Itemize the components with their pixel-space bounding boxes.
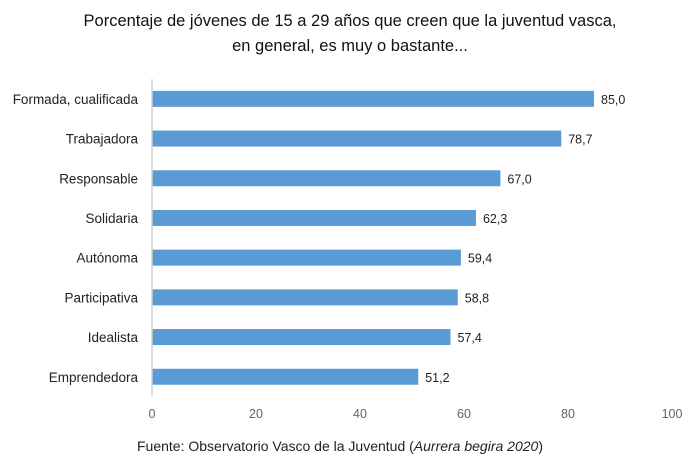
category-label: Formada, cualificada xyxy=(13,92,139,107)
chart-title: Porcentaje de jóvenes de 15 a 29 años qu… xyxy=(0,9,700,59)
x-tick-label: 80 xyxy=(561,407,575,421)
source-end: ) xyxy=(538,438,543,454)
bar xyxy=(152,249,461,266)
bar xyxy=(152,170,501,187)
bar xyxy=(152,130,562,147)
category-label: Participativa xyxy=(64,290,138,305)
chart-title-line2: en general, es muy o bastante... xyxy=(232,37,468,55)
category-label: Trabajadora xyxy=(66,132,139,147)
x-tick-label: 40 xyxy=(353,407,367,421)
source-italic: Aurrera begira 2020 xyxy=(413,438,539,454)
category-label: Emprendedora xyxy=(49,370,139,385)
category-label: Autónoma xyxy=(76,251,138,266)
x-tick-label: 0 xyxy=(149,407,156,421)
data-label: 59,4 xyxy=(468,252,492,266)
x-tick-label: 20 xyxy=(249,407,263,421)
bar xyxy=(152,329,451,346)
data-label: 51,2 xyxy=(425,371,449,385)
data-label: 57,4 xyxy=(457,331,481,345)
source-text: Fuente: Observatorio Vasco de la Juventu… xyxy=(137,438,414,454)
data-label: 78,7 xyxy=(568,133,592,147)
data-label: 62,3 xyxy=(483,212,507,226)
x-tick-label: 100 xyxy=(662,407,683,421)
data-label: 58,8 xyxy=(465,291,489,305)
chart-title-line1: Porcentaje de jóvenes de 15 a 29 años qu… xyxy=(83,12,617,30)
bar xyxy=(152,209,476,226)
bar xyxy=(152,289,458,306)
bar xyxy=(152,90,594,107)
category-label: Responsable xyxy=(59,171,138,186)
data-label: 67,0 xyxy=(507,172,531,186)
x-tick-label: 60 xyxy=(457,407,471,421)
category-label: Idealista xyxy=(88,330,139,345)
category-label: Solidaria xyxy=(85,211,138,226)
source-note: Fuente: Observatorio Vasco de la Juventu… xyxy=(0,438,680,454)
bar xyxy=(152,368,419,385)
data-label: 85,0 xyxy=(601,93,625,107)
